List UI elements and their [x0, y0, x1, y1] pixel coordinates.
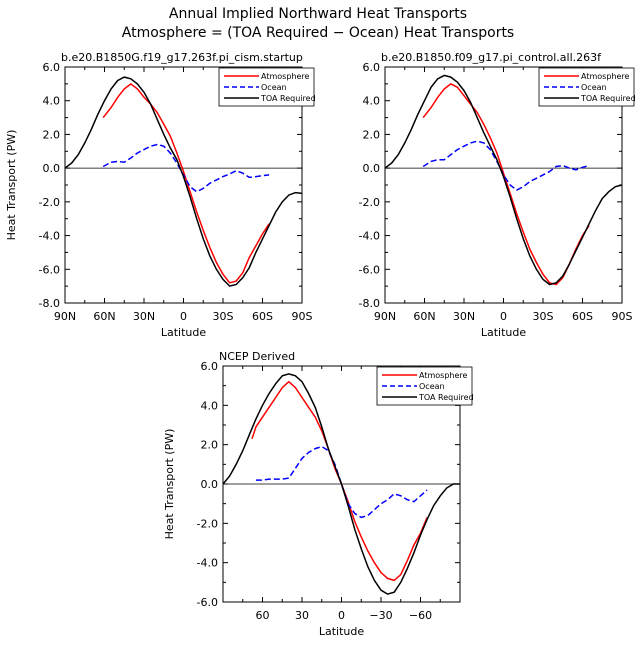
x-tick-label: 0: [500, 310, 507, 323]
x-tick-label: 60N: [93, 310, 115, 323]
y-tick-label: -2.0: [39, 196, 60, 209]
y-tick-label: -4.0: [39, 230, 60, 243]
y-tick-label: 4.0: [43, 95, 61, 108]
x-tick-label: 60S: [572, 310, 593, 323]
legend-label-atmosphere: Atmosphere: [581, 72, 630, 81]
y-tick-label: -8.0: [359, 297, 380, 310]
x-tick-label: 60N: [413, 310, 435, 323]
y-tick-label: 0.0: [363, 162, 381, 175]
chart-panel-model-cism: b.e20.B1850G.f19_g17.263f.pi_cism.startu…: [5, 51, 316, 339]
x-axis-label: Latitude: [319, 625, 365, 638]
x-tick-label: 60S: [252, 310, 273, 323]
x-tick-label: 90S: [292, 310, 313, 323]
legend-label-ocean: Ocean: [581, 83, 607, 92]
chart-panel-model-control: b.e20.B1850.f09_g17.pi_control.all.263f6…: [359, 51, 636, 339]
y-tick-label: -2.0: [359, 196, 380, 209]
y-tick-label: 4.0: [201, 399, 219, 412]
y-tick-label: -6.0: [197, 596, 218, 609]
y-axis-label: Heat Transport (PW): [163, 429, 176, 540]
y-tick-label: -4.0: [359, 230, 380, 243]
x-tick-label: 0: [180, 310, 187, 323]
y-tick-label: 2.0: [201, 439, 219, 452]
y-tick-label: 6.0: [201, 360, 219, 373]
y-tick-label: -4.0: [197, 557, 218, 570]
series-line-atmosphere: [251, 380, 428, 582]
legend-label-ocean: Ocean: [419, 382, 445, 391]
x-tick-label: 30N: [453, 310, 475, 323]
series-line-ocean: [422, 140, 590, 191]
legend-label-toa-required: TOA Required: [260, 94, 316, 103]
x-tick-label: 30: [295, 609, 309, 622]
panel-title: b.e20.B1850.f09_g17.pi_control.all.263f: [381, 51, 602, 64]
legend: Atmosphere Ocean TOA Required: [218, 67, 316, 107]
x-tick-label: 90S: [612, 310, 633, 323]
series-line-toa-required: [64, 76, 303, 287]
legend-label-atmosphere: Atmosphere: [419, 371, 468, 380]
x-tick-label: 30S: [533, 310, 554, 323]
y-tick-label: 6.0: [43, 61, 61, 74]
legend: Atmosphere Ocean TOA Required: [538, 67, 636, 107]
legend-label-atmosphere: Atmosphere: [261, 72, 310, 81]
y-tick-label: -2.0: [197, 517, 218, 530]
figure-title-line1: Annual Implied Northward Heat Transports: [169, 6, 467, 22]
x-axis-label: Latitude: [481, 326, 527, 339]
x-tick-label: −60: [409, 609, 432, 622]
y-tick-label: 2.0: [43, 128, 61, 141]
y-tick-label: 4.0: [363, 95, 381, 108]
x-tick-label: 60: [256, 609, 270, 622]
y-tick-label: 0.0: [43, 162, 61, 175]
y-tick-label: -6.0: [39, 263, 60, 276]
x-axis-label: Latitude: [161, 326, 207, 339]
y-axis-label: Heat Transport (PW): [5, 130, 18, 241]
panel-title: b.e20.B1850G.f19_g17.263f.pi_cism.startu…: [61, 51, 303, 64]
x-tick-label: 0: [338, 609, 345, 622]
series-line-ocean: [102, 143, 270, 193]
y-tick-label: -8.0: [39, 297, 60, 310]
series-line-atmosphere: [422, 83, 590, 286]
x-tick-label: 90N: [54, 310, 76, 323]
panel-title: NCEP Derived: [219, 350, 295, 363]
legend-label-toa-required: TOA Required: [580, 94, 636, 103]
y-tick-label: 0.0: [201, 478, 219, 491]
y-tick-label: 2.0: [363, 128, 381, 141]
legend: Atmosphere Ocean TOA Required: [376, 366, 474, 406]
legend-label-ocean: Ocean: [261, 83, 287, 92]
x-tick-label: 30N: [133, 310, 155, 323]
figure-title-line2: Atmosphere = (TOA Required − Ocean) Heat…: [122, 25, 514, 41]
legend-label-toa-required: TOA Required: [418, 393, 474, 402]
y-tick-label: -6.0: [359, 263, 380, 276]
x-tick-label: 90N: [374, 310, 396, 323]
series-line-toa-required: [222, 373, 460, 595]
series-line-toa-required: [384, 74, 623, 286]
y-tick-label: 6.0: [363, 61, 381, 74]
x-tick-label: −30: [369, 609, 392, 622]
x-tick-label: 30S: [213, 310, 234, 323]
series-line-ocean: [255, 445, 428, 519]
